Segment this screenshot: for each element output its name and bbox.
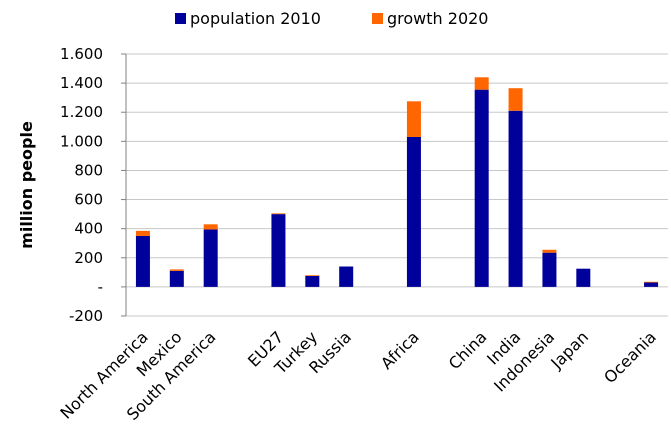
bar-growth-2020-north-america (135, 230, 150, 236)
bar-population-2010-turkey (305, 275, 320, 287)
y-tick-label: 400 (74, 220, 103, 238)
bar-population-2010-south-america (203, 229, 218, 287)
bar-population-2010-oceania (644, 282, 659, 287)
y-tick-label: - (98, 278, 103, 296)
bar-growth-2020-india (508, 88, 523, 111)
bars (135, 77, 659, 287)
y-tick-label: 1.600 (60, 45, 103, 63)
bar-population-2010-africa (406, 136, 421, 287)
bar-population-2010-japan (576, 268, 591, 287)
legend-swatch (372, 13, 383, 24)
y-tick-label: 800 (74, 161, 103, 179)
legend-swatch (175, 13, 186, 24)
y-tick-label: 1.400 (60, 74, 103, 92)
bar-growth-2020-africa (406, 101, 421, 137)
bar-population-2010-mexico (169, 270, 184, 287)
y-tick-label: 1.200 (60, 103, 103, 121)
bar-population-2010-china (474, 89, 489, 287)
x-tick-label: China (445, 327, 491, 373)
bar-population-2010-russia (339, 266, 354, 287)
y-tick-label: 600 (74, 191, 103, 209)
bar-growth-2020-south-america (203, 224, 218, 230)
bar-population-2010-eu27 (271, 214, 286, 287)
bar-growth-2020-eu27 (271, 213, 286, 215)
y-tick-label: 1.000 (60, 132, 103, 150)
x-tick-label: Africa (377, 327, 423, 373)
bar-growth-2020-indonesia (542, 249, 557, 253)
bar-growth-2020-oceania (644, 281, 659, 283)
bar-population-2010-indonesia (542, 252, 557, 287)
x-tick-label: Japan (546, 327, 592, 373)
y-tick-label: 200 (74, 249, 103, 267)
bar-growth-2020-turkey (305, 275, 320, 276)
legend-label: population 2010 (190, 9, 321, 28)
y-axis-label: million people (17, 121, 36, 249)
bar-population-2010-india (508, 110, 523, 287)
y-tick-label: -200 (69, 307, 103, 325)
bar-growth-2020-china (474, 77, 489, 90)
y-axis: 1.600 1.400 1.200 1.000 800 600 400 200 - -200 (60, 45, 127, 325)
bar-population-2010-north-america (135, 235, 150, 287)
legend: population 2010 growth 2020 (175, 9, 488, 28)
bar-growth-2020-mexico (169, 269, 184, 271)
legend-label: growth 2020 (387, 9, 488, 28)
x-tick-label: Oceania (600, 327, 660, 387)
